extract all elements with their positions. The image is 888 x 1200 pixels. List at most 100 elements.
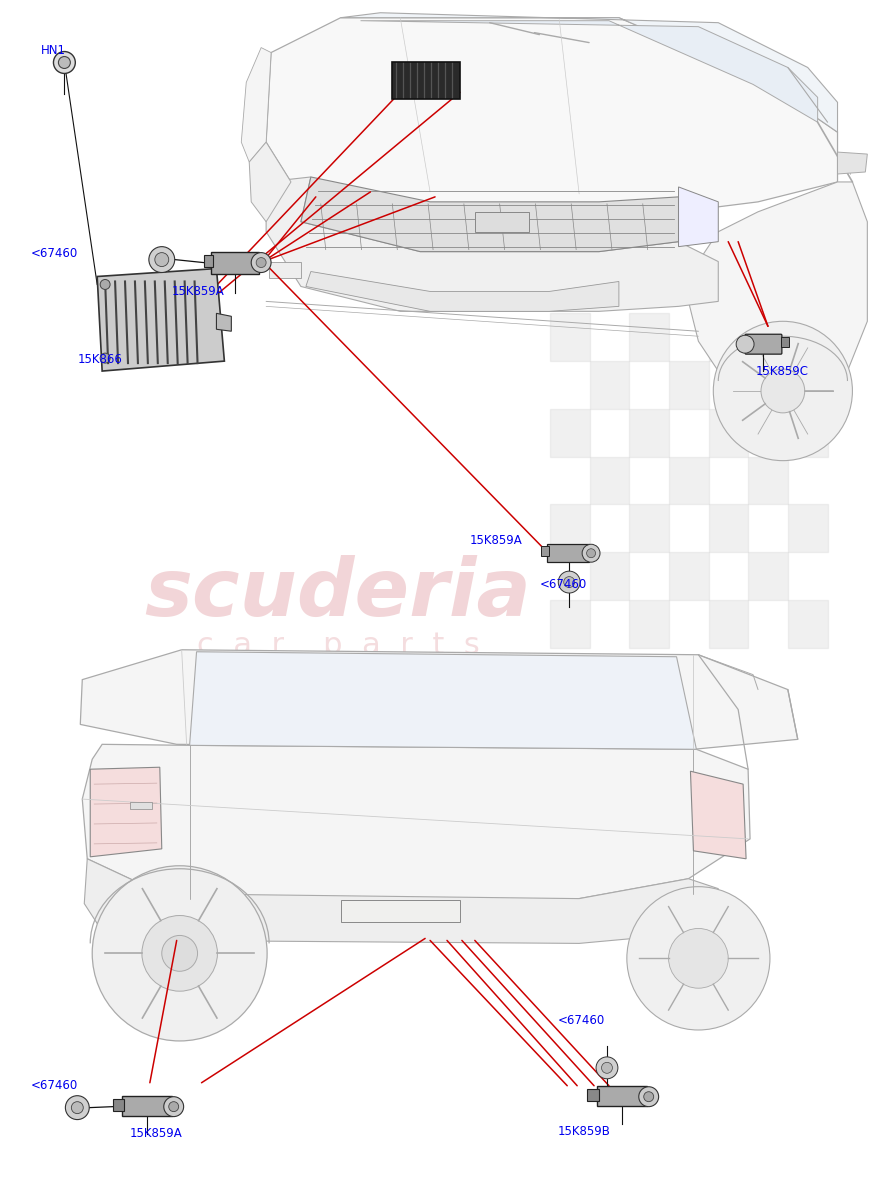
Bar (542, 546, 550, 557)
Circle shape (736, 335, 754, 353)
Bar (789, 409, 828, 457)
Bar (630, 504, 669, 552)
Circle shape (162, 936, 197, 971)
Bar (122, 1096, 171, 1116)
Bar (630, 409, 669, 457)
Bar (709, 409, 749, 457)
Text: <67460: <67460 (558, 1014, 605, 1026)
Text: 15K859A: 15K859A (470, 534, 522, 547)
Circle shape (149, 247, 175, 272)
Bar (669, 361, 709, 409)
Text: scuderia: scuderia (145, 556, 532, 634)
Text: <67460: <67460 (539, 577, 587, 590)
Circle shape (713, 322, 852, 461)
Bar (669, 552, 709, 600)
Circle shape (564, 577, 575, 588)
Bar (789, 313, 828, 361)
Polygon shape (266, 176, 718, 311)
Circle shape (559, 571, 580, 593)
Circle shape (596, 1057, 618, 1079)
Bar (709, 504, 749, 552)
Polygon shape (361, 20, 818, 122)
Circle shape (169, 1102, 178, 1111)
Polygon shape (301, 176, 678, 252)
Bar (789, 600, 828, 648)
Bar (550, 600, 590, 648)
Polygon shape (84, 859, 718, 943)
Circle shape (155, 253, 169, 266)
Bar (709, 313, 749, 361)
Bar (749, 361, 789, 409)
Bar (590, 361, 630, 409)
Polygon shape (305, 271, 619, 311)
Circle shape (59, 56, 70, 68)
FancyBboxPatch shape (745, 335, 781, 354)
Polygon shape (250, 142, 291, 222)
Polygon shape (678, 187, 718, 247)
Circle shape (163, 1097, 184, 1116)
Polygon shape (688, 182, 868, 391)
Bar (789, 504, 828, 552)
Text: <67460: <67460 (30, 1079, 78, 1092)
Circle shape (601, 1062, 613, 1073)
Circle shape (92, 865, 267, 1040)
Bar (749, 552, 789, 600)
Polygon shape (217, 313, 232, 331)
Text: 15K859C: 15K859C (756, 365, 809, 378)
Circle shape (644, 1092, 654, 1102)
Circle shape (583, 545, 600, 562)
Circle shape (256, 258, 266, 268)
Bar (113, 1099, 124, 1111)
Circle shape (100, 353, 110, 364)
Bar (341, 900, 460, 922)
Text: 15K866: 15K866 (77, 353, 123, 366)
Bar (669, 457, 709, 504)
Bar (211, 252, 259, 274)
Circle shape (251, 253, 271, 272)
Text: 15K859A: 15K859A (171, 284, 225, 298)
Polygon shape (837, 152, 868, 174)
Bar (749, 457, 789, 504)
Bar (630, 313, 669, 361)
Circle shape (53, 52, 75, 73)
Circle shape (66, 1096, 89, 1120)
Circle shape (142, 916, 218, 991)
Text: c  a  r    p  a  r  t  s: c a r p a r t s (197, 631, 480, 660)
Circle shape (100, 280, 110, 289)
Polygon shape (242, 48, 271, 162)
Bar (550, 409, 590, 457)
Polygon shape (97, 269, 225, 371)
Bar (475, 212, 529, 232)
Polygon shape (691, 772, 746, 859)
Circle shape (761, 370, 805, 413)
Bar (550, 504, 590, 552)
Bar (269, 262, 301, 277)
Circle shape (627, 887, 770, 1030)
Polygon shape (83, 744, 750, 904)
Bar (130, 802, 152, 809)
Polygon shape (341, 13, 837, 132)
Polygon shape (266, 18, 837, 217)
Text: 15K859B: 15K859B (558, 1126, 610, 1138)
Bar (630, 600, 669, 648)
Circle shape (638, 1087, 659, 1106)
Text: HN1: HN1 (41, 44, 66, 58)
Text: <67460: <67460 (30, 247, 78, 260)
Bar (590, 457, 630, 504)
Polygon shape (190, 652, 696, 749)
Polygon shape (80, 649, 797, 749)
Bar (597, 1086, 646, 1105)
Bar (781, 337, 789, 347)
Polygon shape (91, 767, 162, 857)
Bar (392, 61, 460, 100)
Bar (203, 254, 213, 266)
Bar (587, 1088, 599, 1100)
Bar (547, 545, 589, 562)
Text: 15K859A: 15K859A (130, 1127, 183, 1140)
Circle shape (71, 1102, 83, 1114)
Circle shape (587, 548, 596, 558)
Bar (590, 552, 630, 600)
Bar (709, 600, 749, 648)
Bar (550, 313, 590, 361)
Circle shape (669, 929, 728, 988)
